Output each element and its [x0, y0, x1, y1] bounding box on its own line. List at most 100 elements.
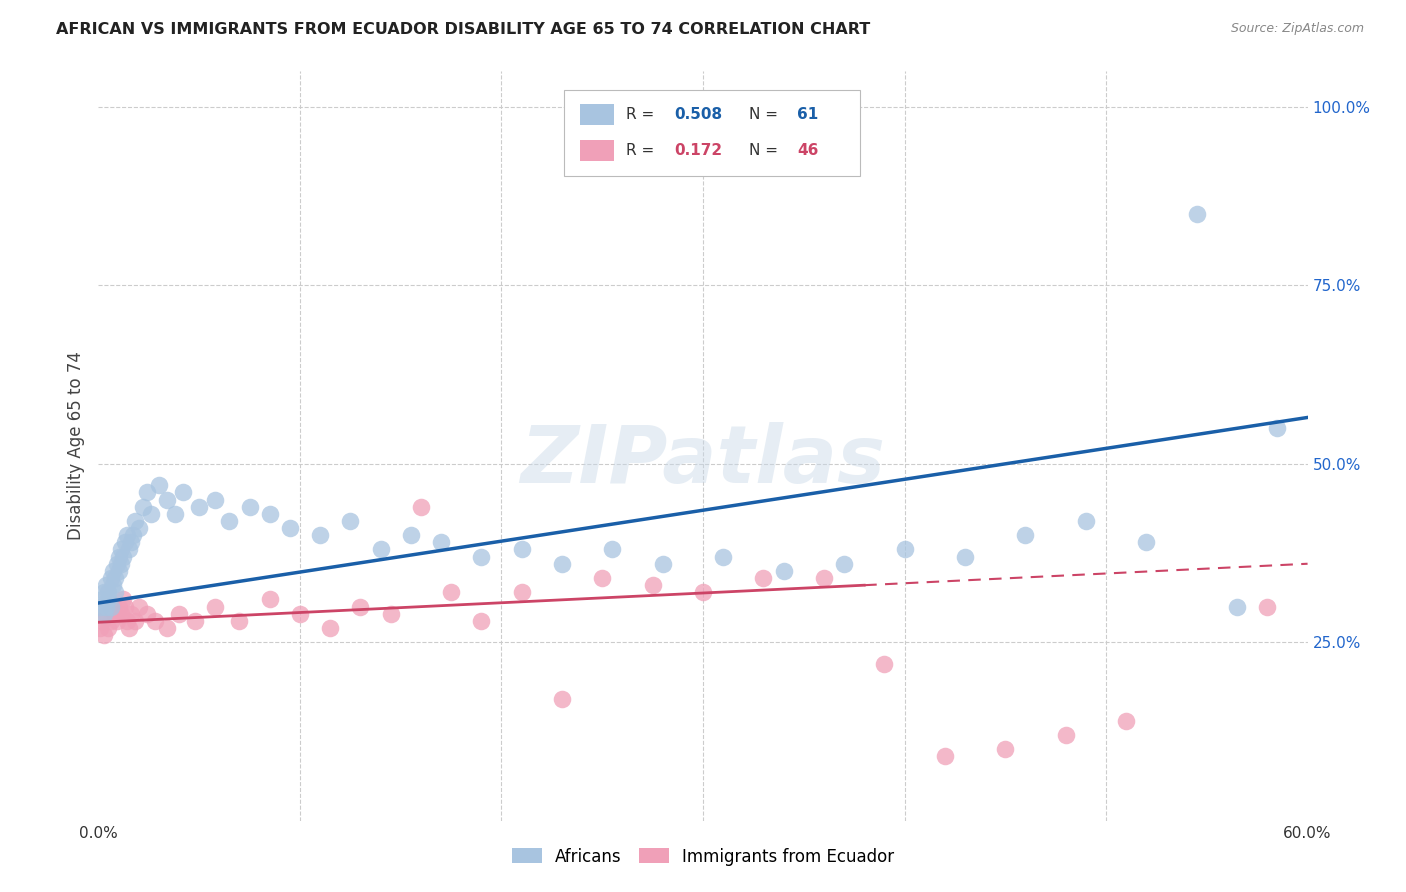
Point — [107, 599, 129, 614]
Legend: Africans, Immigrants from Ecuador: Africans, Immigrants from Ecuador — [505, 841, 901, 872]
Point — [103, 571, 125, 585]
Point — [114, 599, 136, 614]
Point — [641, 578, 664, 592]
Point — [96, 578, 118, 592]
Text: N =: N = — [749, 143, 778, 158]
Point — [105, 557, 128, 571]
Text: 0.172: 0.172 — [673, 143, 723, 158]
Text: 46: 46 — [797, 143, 818, 158]
Point — [651, 557, 673, 571]
Point — [1014, 528, 1036, 542]
Point — [204, 599, 226, 614]
Point — [132, 500, 155, 514]
Point — [120, 607, 142, 621]
Point — [97, 585, 120, 599]
Text: 0.508: 0.508 — [673, 107, 723, 122]
Point — [139, 507, 162, 521]
Point — [143, 614, 166, 628]
Point — [163, 507, 186, 521]
Point — [1267, 421, 1289, 435]
Point — [994, 742, 1017, 756]
Point — [349, 599, 371, 614]
Point — [470, 549, 492, 564]
Point — [148, 478, 170, 492]
Point — [188, 500, 211, 514]
Point — [91, 614, 114, 628]
Point — [93, 628, 115, 642]
Point — [100, 599, 122, 614]
Point — [692, 585, 714, 599]
Point — [135, 485, 157, 500]
Point — [813, 571, 835, 585]
Point — [107, 564, 129, 578]
Point — [278, 521, 301, 535]
Point — [105, 614, 128, 628]
Point — [470, 614, 492, 628]
Point — [172, 485, 194, 500]
Point — [1226, 599, 1249, 614]
Point — [101, 599, 124, 614]
Point — [772, 564, 794, 578]
Point — [124, 614, 146, 628]
Point — [120, 535, 142, 549]
Point — [128, 521, 150, 535]
Point — [1256, 599, 1278, 614]
Point — [101, 578, 124, 592]
Point — [110, 557, 132, 571]
Point — [121, 528, 143, 542]
Point — [309, 528, 332, 542]
Point — [118, 621, 141, 635]
FancyBboxPatch shape — [564, 90, 860, 177]
Point — [1185, 207, 1208, 221]
Point — [873, 657, 896, 671]
Point — [204, 492, 226, 507]
Point — [91, 592, 114, 607]
Y-axis label: Disability Age 65 to 74: Disability Age 65 to 74 — [66, 351, 84, 541]
Point — [1054, 728, 1077, 742]
Point — [89, 621, 111, 635]
Point — [339, 514, 361, 528]
Point — [380, 607, 402, 621]
Point — [319, 621, 342, 635]
Point — [100, 571, 122, 585]
Point — [115, 614, 138, 628]
Point — [228, 614, 250, 628]
Point — [1115, 714, 1137, 728]
Point — [399, 528, 422, 542]
Point — [409, 500, 432, 514]
Point — [934, 749, 956, 764]
Point — [602, 542, 624, 557]
Point — [128, 599, 150, 614]
Bar — [579, 104, 613, 125]
Point — [100, 614, 122, 628]
Point — [103, 607, 125, 621]
Point — [1135, 535, 1157, 549]
Point — [430, 535, 453, 549]
Point — [93, 607, 115, 621]
Text: R =: R = — [626, 143, 654, 158]
Point — [101, 564, 124, 578]
Text: R =: R = — [626, 107, 654, 122]
Point — [259, 507, 281, 521]
Point — [111, 549, 134, 564]
Point — [93, 585, 115, 599]
Point — [510, 542, 533, 557]
Bar — [579, 139, 613, 161]
Text: 61: 61 — [797, 107, 818, 122]
Point — [115, 528, 138, 542]
Point — [97, 621, 120, 635]
Point — [114, 535, 136, 549]
Point — [111, 592, 134, 607]
Point — [167, 607, 190, 621]
Point — [118, 542, 141, 557]
Text: AFRICAN VS IMMIGRANTS FROM ECUADOR DISABILITY AGE 65 TO 74 CORRELATION CHART: AFRICAN VS IMMIGRANTS FROM ECUADOR DISAB… — [56, 22, 870, 37]
Point — [184, 614, 207, 628]
Point — [551, 557, 574, 571]
Point — [96, 599, 118, 614]
Point — [711, 549, 734, 564]
Point — [752, 571, 775, 585]
Point — [156, 492, 179, 507]
Point — [124, 514, 146, 528]
Point — [591, 571, 613, 585]
Point — [551, 692, 574, 706]
